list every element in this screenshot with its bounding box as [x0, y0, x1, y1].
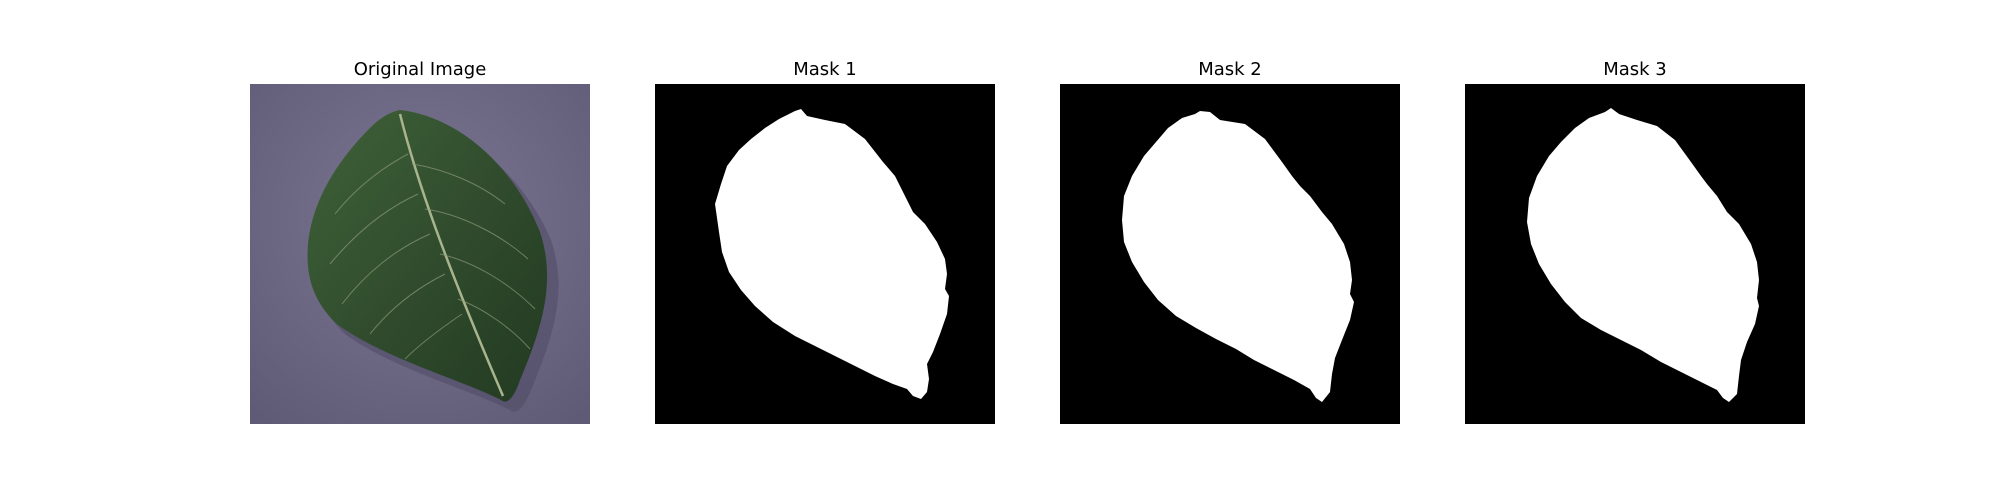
- leaf-veins: [329, 153, 536, 360]
- mask-3-region: [1527, 108, 1759, 402]
- original-leaf-photo: [250, 84, 590, 424]
- mask-2-panel: Mask 2: [1060, 56, 1400, 424]
- mask-3-title: Mask 3: [1603, 59, 1667, 80]
- original-image-panel: Original Image: [250, 56, 590, 424]
- mask-1-region: [715, 109, 949, 399]
- mask-2-region: [1122, 111, 1354, 402]
- mask-1-panel: Mask 1: [655, 56, 995, 424]
- mask-2-image: [1060, 84, 1400, 424]
- leaf-shape: [307, 110, 548, 402]
- mask-2-title: Mask 2: [1198, 59, 1262, 80]
- original-image-title: Original Image: [353, 59, 487, 80]
- mask-3-panel: Mask 3: [1465, 56, 1805, 424]
- mask-3-image: [1465, 84, 1805, 424]
- mask-1-title: Mask 1: [793, 59, 857, 80]
- mask-1-image: [655, 84, 995, 424]
- leaf-midrib: [398, 113, 505, 397]
